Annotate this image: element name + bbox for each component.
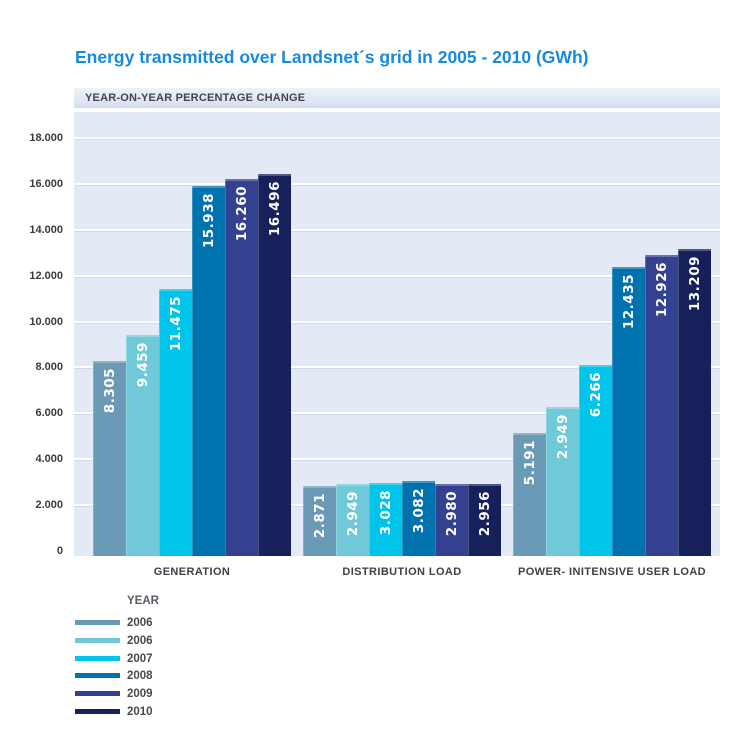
gridline (74, 412, 720, 415)
y-axis-label: 8.000 (35, 361, 63, 374)
gridline (74, 228, 720, 231)
bar-value-label: 15.938 (200, 193, 217, 249)
bar: 12.435 (612, 267, 645, 556)
y-axis-label: 4.000 (35, 453, 63, 466)
gridline (74, 274, 720, 277)
y-axis-label: 6.000 (35, 407, 63, 420)
bar-value-label: 2.949 (344, 491, 361, 537)
gridline (74, 458, 720, 461)
gridline (74, 320, 720, 323)
legend-row: 2007 (0, 650, 250, 668)
legend-swatch (75, 673, 120, 679)
bar: 11.475 (159, 289, 192, 556)
bar-value-label: 6.266 (587, 372, 604, 418)
bar: 2.871 (303, 486, 336, 556)
bar-value-label: 11.475 (167, 296, 184, 352)
gridline (74, 366, 720, 369)
bar-value-label: 16.260 (233, 186, 250, 242)
bar: 12.926 (645, 255, 678, 556)
bar: 8.305 (93, 361, 126, 556)
legend-item-label: 2008 (127, 670, 153, 683)
category-label: POWER- INITENSIVE USER LOAD (517, 566, 707, 578)
legend-swatch (75, 637, 120, 643)
bar: 3.082 (402, 481, 435, 556)
bar-value-label: 8.305 (101, 368, 118, 414)
bar: 2.949 (336, 484, 369, 556)
bar: 2.980 (435, 484, 468, 556)
bar-value-label: 9.459 (134, 342, 151, 388)
legend-item-label: 2007 (127, 652, 153, 665)
bar-value-label: 12.435 (620, 274, 637, 330)
bar-value-label: 3.028 (377, 490, 394, 536)
bar: 2.949 (546, 407, 579, 556)
bar-value-label: 13.209 (686, 256, 703, 312)
gridline (74, 182, 720, 185)
legend-row: 2008 (0, 667, 250, 685)
bar-value-label: 2.956 (476, 491, 493, 537)
legend-item-label: 2010 (127, 706, 153, 718)
bar: 9.459 (126, 335, 159, 556)
y-axis-label: 0 (56, 545, 63, 557)
plot-area: 8.305 9.459 11.475 15.938 16.260 16.496 2.871 2… (74, 112, 720, 556)
y-axis-label: 16.000 (29, 177, 63, 190)
bar-value-label: 12.926 (653, 262, 670, 318)
page-title: Energy transmitted over Landsnet´s grid … (75, 47, 589, 67)
y-axis-label: 12.000 (29, 269, 63, 282)
bar: 6.266 (579, 365, 612, 556)
bar-value-label: 2.871 (311, 493, 328, 539)
bar-value-label: 2.949 (554, 414, 571, 460)
gridline (74, 137, 720, 139)
legend-item-label: 2006 (127, 617, 153, 629)
legend-row: 2010 (0, 703, 250, 721)
legend-item-label: 2009 (127, 688, 153, 701)
bar-group: 8.305 9.459 11.475 15.938 16.260 16.496 (93, 112, 291, 556)
legend-title: YEAR (127, 595, 159, 607)
y-axis-label: 18.000 (29, 132, 63, 144)
legend-swatch (75, 691, 120, 697)
bar-group: 2.871 2.949 3.028 3.082 2.980 2.956 (303, 112, 501, 556)
category-label: GENERATION (153, 566, 231, 578)
y-axis-label: 2.000 (35, 499, 63, 512)
bar: 2.956 (468, 484, 501, 556)
bar: 5.191 (513, 433, 546, 556)
bar-group: 5.191 2.949 6.266 12.435 12.926 13.209 (513, 112, 711, 556)
legend-row: 2009 (0, 685, 250, 703)
bar-value-label: 3.082 (410, 488, 427, 534)
legend-swatch (75, 655, 120, 661)
bar: 3.028 (369, 483, 402, 556)
bar: 15.938 (192, 186, 225, 556)
bar-value-label: 5.191 (521, 440, 538, 486)
bar-value-label: 16.496 (266, 181, 283, 237)
legend-swatch (75, 709, 120, 714)
legend-row: 2006 (0, 632, 250, 650)
y-axis-label: 14.000 (29, 223, 63, 236)
bar: 16.496 (258, 174, 291, 556)
bar: 16.260 (225, 179, 258, 556)
legend-row: 2006 (0, 614, 250, 632)
y-axis-label: 10.000 (29, 315, 63, 328)
subheader-bar: YEAR-ON-YEAR PERCENTAGE CHANGE (74, 88, 720, 108)
legend-swatch (75, 620, 120, 625)
bar-value-label: 2.980 (443, 491, 460, 537)
legend-item-label: 2006 (127, 634, 153, 647)
bar: 13.209 (678, 249, 711, 556)
category-label: DISTRIBUTION LOAD (342, 566, 462, 578)
